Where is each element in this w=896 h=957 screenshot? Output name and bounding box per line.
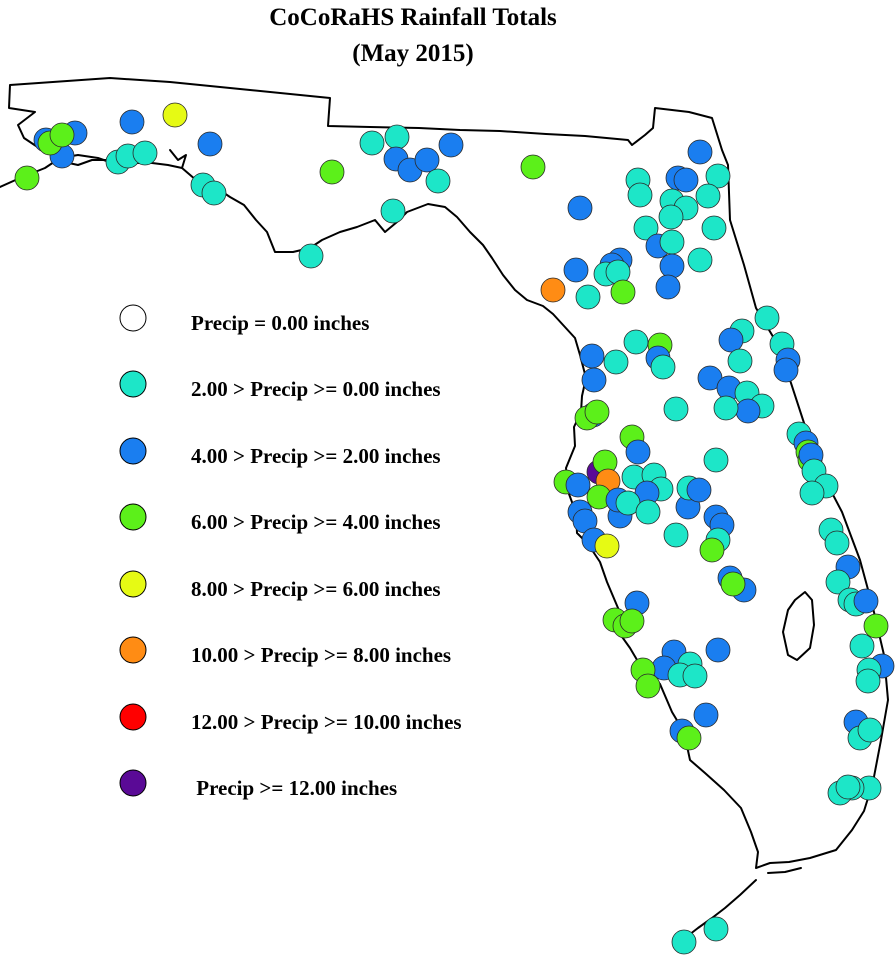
legend-label-4-6: 6.00 > Precip >= 4.00 inches [191,510,441,534]
legend-label-10-12: 12.00 > Precip >= 10.00 inches [191,710,462,734]
station-marker [682,663,708,689]
station-marker [703,447,729,473]
station-marker [197,131,223,157]
station-marker [162,102,188,128]
station-marker [384,124,410,150]
station-marker [380,198,406,224]
station-marker [623,329,649,355]
station-marker [659,229,685,255]
station-marker [863,613,889,639]
station-marker [575,284,601,310]
station-marker [673,167,699,193]
map-legend: Precip = 0.00 inches 2.00 > Precip >= 0.… [119,304,462,800]
station-marker [735,398,761,424]
station-marker [718,327,744,353]
legend-label-6-8: 8.00 > Precip >= 6.00 inches [191,577,441,601]
station-marker [705,637,731,663]
station-marker [720,571,746,597]
legend-label-8-10: 10.00 > Precip >= 8.00 inches [191,643,451,667]
station-marker [414,147,440,173]
station-marker [824,530,850,556]
station-marker [727,348,753,374]
station-marker [835,774,861,800]
station-marker [520,154,546,180]
station-marker [705,163,731,189]
station-marker [359,130,385,156]
station-marker [773,357,799,383]
station-marker [699,537,725,563]
station-marker [754,305,780,331]
station-marker [671,929,697,955]
legend-label-0-2: 2.00 > Precip >= 0.00 inches [191,377,441,401]
legend-swatch-10-12 [119,703,147,731]
station-marker [701,215,727,241]
station-marker [627,182,653,208]
station-marker [619,608,645,634]
station-marker [695,183,721,209]
station-marker [584,399,610,425]
station-marker [655,274,681,300]
station-marker [658,204,684,230]
legend-swatch-4-6 [119,503,147,531]
station-marker [594,533,620,559]
station-marker [825,569,851,595]
station-markers [14,102,895,955]
station-marker [686,477,712,503]
station-marker [713,395,739,421]
station-marker [687,139,713,165]
station-marker [201,180,227,206]
station-marker [663,522,689,548]
station-marker [579,343,605,369]
station-marker [693,702,719,728]
legend-swatch-8-10 [119,636,147,664]
station-marker [425,168,451,194]
legend-swatch-12-plus [119,769,147,797]
legend-swatch-2-4 [119,437,147,465]
station-marker [635,499,661,525]
station-marker [799,480,825,506]
station-marker [438,132,464,158]
station-marker [625,439,651,465]
legend-swatch-6-8 [119,570,147,598]
station-marker [565,472,591,498]
station-marker [687,247,713,273]
station-marker [703,916,729,942]
station-marker [855,668,881,694]
station-marker [132,140,158,166]
station-marker [319,159,345,185]
legend-swatch-zero [119,304,147,332]
station-marker [676,725,702,751]
station-marker [635,673,661,699]
station-marker [563,257,589,283]
station-marker [659,253,685,279]
station-marker [633,215,659,241]
station-marker [119,109,145,135]
station-marker [603,349,629,375]
station-marker [650,354,676,380]
legend-swatch-0-2 [119,370,147,398]
station-marker [49,122,75,148]
station-marker [857,717,883,743]
station-marker [663,396,689,422]
station-marker [849,633,875,659]
legend-label-2-4: 4.00 > Precip >= 2.00 inches [191,444,441,468]
legend-label-12-plus: Precip >= 12.00 inches [191,776,397,800]
station-marker [14,165,40,191]
legend-label-zero: Precip = 0.00 inches [191,311,369,335]
station-marker [540,277,566,303]
station-marker [581,367,607,393]
station-marker [853,588,879,614]
station-marker [298,243,324,269]
station-marker [610,279,636,305]
map-title-line-1: CoCoRaHS Rainfall Totals [269,4,557,31]
station-marker [567,195,593,221]
map-title-line-2: (May 2015) [352,40,474,67]
